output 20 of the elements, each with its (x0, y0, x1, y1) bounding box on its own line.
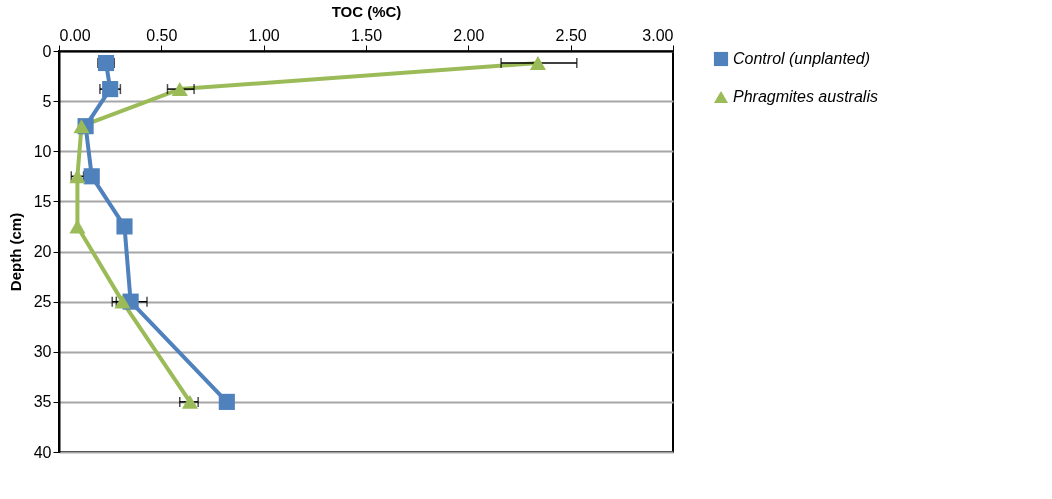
y-tick-label: 15 (33, 192, 52, 210)
x-tick-label: 1.00 (248, 26, 280, 44)
x-tick-label: 1.50 (350, 26, 383, 44)
x-axis-title: TOC (%C) (331, 2, 402, 20)
y-tick-label: 10 (33, 142, 52, 160)
x-tick-label: 0.00 (59, 26, 91, 44)
x-tick-label: 0.50 (146, 26, 178, 44)
y-tick-label: 40 (33, 443, 52, 461)
y-tick-label: 5 (42, 92, 52, 110)
x-tick-label: 3.00 (642, 26, 674, 44)
y-tick-label: 25 (33, 293, 52, 311)
y-axis-title: Depth (cm) (6, 212, 24, 292)
y-tick-label: 20 (33, 243, 52, 260)
x-tick-label: 2.50 (555, 26, 587, 44)
legend-label: Control (unplanted) (733, 50, 870, 67)
y-tick-label: 30 (33, 343, 52, 361)
y-tick-label: 0 (42, 42, 52, 60)
y-tick-label: 35 (33, 393, 52, 411)
x-tick-label: 2.00 (453, 26, 485, 44)
legend-label: Phragmites australis (733, 88, 878, 105)
